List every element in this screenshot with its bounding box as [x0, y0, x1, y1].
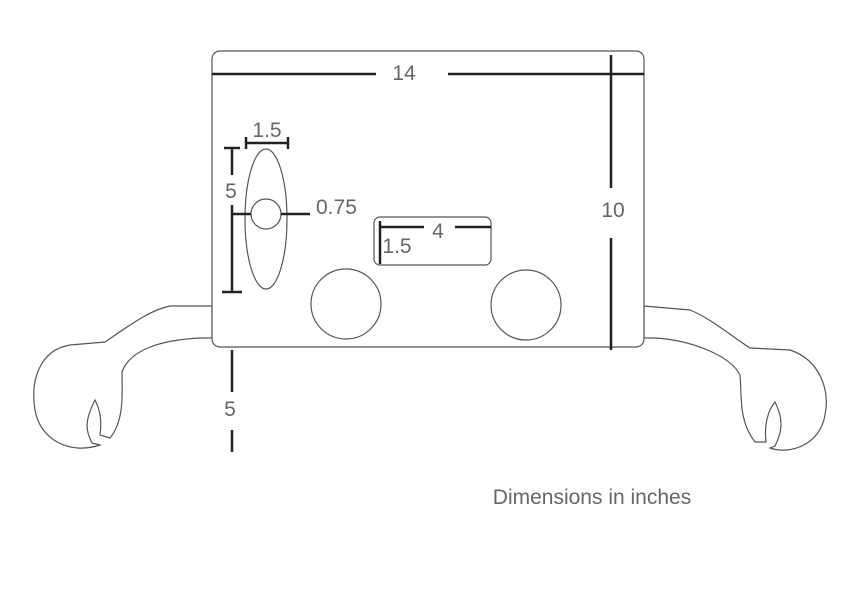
- left-arm: [33, 305, 213, 449]
- slot-width-label: 4: [432, 220, 444, 243]
- ellipse-width-label: 1.5: [252, 119, 281, 142]
- slot: [373, 216, 492, 266]
- right-wheel: [490, 269, 562, 341]
- slot-height-label: 1.5: [382, 235, 411, 258]
- hole-dim-label: 0.75: [316, 196, 357, 219]
- left-wheel: [310, 268, 382, 340]
- arm-offset-label: 5: [224, 398, 236, 421]
- units-note: Dimensions in inches: [493, 486, 691, 509]
- width-dim-label: 14: [392, 62, 416, 85]
- ellipse-height-label: 5: [225, 180, 237, 203]
- height-dim-label: 10: [601, 199, 624, 222]
- small-hole: [250, 198, 282, 230]
- right-arm: [643, 305, 827, 451]
